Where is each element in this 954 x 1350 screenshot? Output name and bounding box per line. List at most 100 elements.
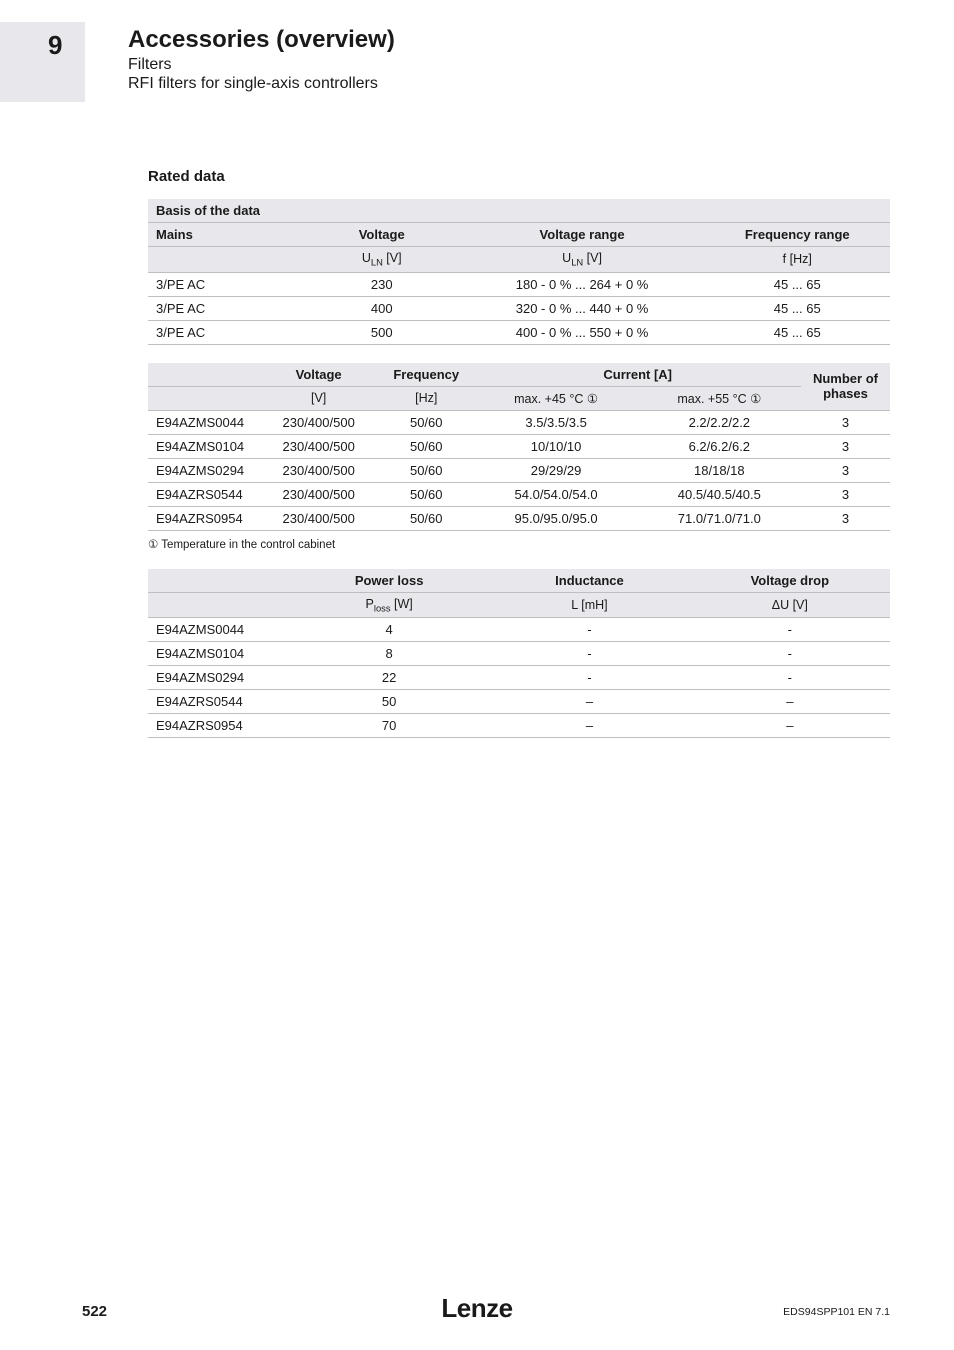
col-header: Voltage drop: [690, 569, 890, 593]
table-cell: 230/400/500: [259, 458, 378, 482]
table-row: E94AZRS0954230/400/50050/6095.0/95.0/95.…: [148, 506, 890, 530]
page-number: 522: [82, 1303, 107, 1320]
section-heading: Rated data: [148, 168, 890, 185]
col-header: [148, 569, 289, 593]
table-cell: E94AZRS0954: [148, 506, 259, 530]
table-cell: –: [489, 690, 689, 714]
table-cell: 3.5/3.5/3.5: [474, 410, 637, 434]
table-cell: 40.5/40.5/40.5: [638, 482, 801, 506]
table-cell: 3: [801, 482, 890, 506]
basis-data-table: Basis of the data Mains Voltage Voltage …: [148, 199, 890, 345]
col-header: Voltage: [259, 363, 378, 387]
table-cell: 2.2/2.2/2.2: [638, 410, 801, 434]
header-band: [0, 22, 85, 102]
brand-logo: Lenze: [441, 1293, 512, 1324]
col-unit: [148, 592, 289, 618]
table-cell: 54.0/54.0/54.0: [474, 482, 637, 506]
table-cell: 50/60: [378, 434, 474, 458]
table-cell: 230/400/500: [259, 482, 378, 506]
col-header: Power loss: [289, 569, 489, 593]
page-subtitle-2: RFI filters for single-axis controllers: [128, 75, 395, 93]
table-cell: 50/60: [378, 482, 474, 506]
table-cell: E94AZMS0104: [148, 434, 259, 458]
col-header: Mains: [148, 223, 304, 247]
table-cell: 10/10/10: [474, 434, 637, 458]
table3-body: E94AZMS00444--E94AZMS01048--E94AZMS02942…: [148, 618, 890, 738]
table-cell: 4: [289, 618, 489, 642]
table1-body: 3/PE AC230180 - 0 % ... 264 + 0 %45 ... …: [148, 272, 890, 344]
table-cell: 45 ... 65: [704, 296, 890, 320]
table-cell: E94AZRS0544: [148, 690, 289, 714]
title-block: Accessories (overview) Filters RFI filte…: [128, 26, 395, 93]
table-cell: 50/60: [378, 410, 474, 434]
table-cell: –: [690, 714, 890, 738]
page-subtitle-1: Filters: [128, 56, 395, 74]
table-cell: 22: [289, 666, 489, 690]
table-cell: 230/400/500: [259, 506, 378, 530]
table-row: E94AZRS0544230/400/50050/6054.0/54.0/54.…: [148, 482, 890, 506]
table-cell: 50: [289, 690, 489, 714]
col-unit: [148, 386, 259, 410]
table-row: E94AZRS095470––: [148, 714, 890, 738]
table-row: E94AZMS0104230/400/50050/6010/10/106.2/6…: [148, 434, 890, 458]
table-row: 3/PE AC500400 - 0 % ... 550 + 0 %45 ... …: [148, 320, 890, 344]
table-cell: –: [690, 690, 890, 714]
table-cell: 3/PE AC: [148, 320, 304, 344]
table-row: E94AZMS0294230/400/50050/6029/29/2918/18…: [148, 458, 890, 482]
table-row: 3/PE AC400320 - 0 % ... 440 + 0 %45 ... …: [148, 296, 890, 320]
col-header: [148, 363, 259, 387]
table-cell: 230: [304, 272, 460, 296]
col-unit: max. +45 °C ①: [474, 386, 637, 410]
table-row: E94AZMS0044230/400/50050/603.5/3.5/3.52.…: [148, 410, 890, 434]
table-cell: E94AZMS0044: [148, 410, 259, 434]
table-row: E94AZRS054450––: [148, 690, 890, 714]
table-cell: E94AZMS0294: [148, 666, 289, 690]
power-loss-table: Power loss Inductance Voltage drop Ploss…: [148, 569, 890, 739]
table-cell: 3/PE AC: [148, 296, 304, 320]
table-row: 3/PE AC230180 - 0 % ... 264 + 0 %45 ... …: [148, 272, 890, 296]
col-unit: f [Hz]: [704, 247, 890, 273]
col-header: Number of phases: [801, 363, 890, 411]
table-cell: 45 ... 65: [704, 320, 890, 344]
col-unit: L [mH]: [489, 592, 689, 618]
table-cell: 29/29/29: [474, 458, 637, 482]
footer: 522 Lenze EDS94SPP101 EN 7.1: [0, 1290, 954, 1320]
table2-body: E94AZMS0044230/400/50050/603.5/3.5/3.52.…: [148, 410, 890, 530]
col-unit: ULN [V]: [460, 247, 705, 273]
col-unit: [V]: [259, 386, 378, 410]
chapter-number: 9: [48, 30, 62, 61]
table-cell: -: [489, 642, 689, 666]
table-cell: 71.0/71.0/71.0: [638, 506, 801, 530]
table-cell: 3: [801, 434, 890, 458]
col-unit: Ploss [W]: [289, 592, 489, 618]
table-cell: E94AZMS0044: [148, 618, 289, 642]
table-row: E94AZMS00444--: [148, 618, 890, 642]
table-cell: E94AZMS0294: [148, 458, 259, 482]
col-header: Frequency range: [704, 223, 890, 247]
table-cell: 3: [801, 506, 890, 530]
table-cell: -: [489, 666, 689, 690]
col-header: Current [A]: [474, 363, 800, 387]
table-cell: 70: [289, 714, 489, 738]
table-cell: 95.0/95.0/95.0: [474, 506, 637, 530]
table-cell: 6.2/6.2/6.2: [638, 434, 801, 458]
footnote: ① Temperature in the control cabinet: [148, 537, 890, 551]
col-unit: max. +55 °C ①: [638, 386, 801, 410]
col-unit: [Hz]: [378, 386, 474, 410]
table-cell: –: [489, 714, 689, 738]
col-header: Voltage range: [460, 223, 705, 247]
page-title: Accessories (overview): [128, 26, 395, 54]
table-caption: Basis of the data: [148, 199, 890, 223]
col-unit: ΔU [V]: [690, 592, 890, 618]
col-header: Voltage: [304, 223, 460, 247]
content-area: Rated data Basis of the data Mains Volta…: [148, 168, 890, 756]
table-cell: 3: [801, 458, 890, 482]
table-cell: 400: [304, 296, 460, 320]
table-row: E94AZMS01048--: [148, 642, 890, 666]
table-cell: E94AZRS0954: [148, 714, 289, 738]
table-cell: E94AZMS0104: [148, 642, 289, 666]
table-cell: 8: [289, 642, 489, 666]
col-unit: ULN [V]: [304, 247, 460, 273]
table-cell: 50/60: [378, 506, 474, 530]
table-cell: 3/PE AC: [148, 272, 304, 296]
